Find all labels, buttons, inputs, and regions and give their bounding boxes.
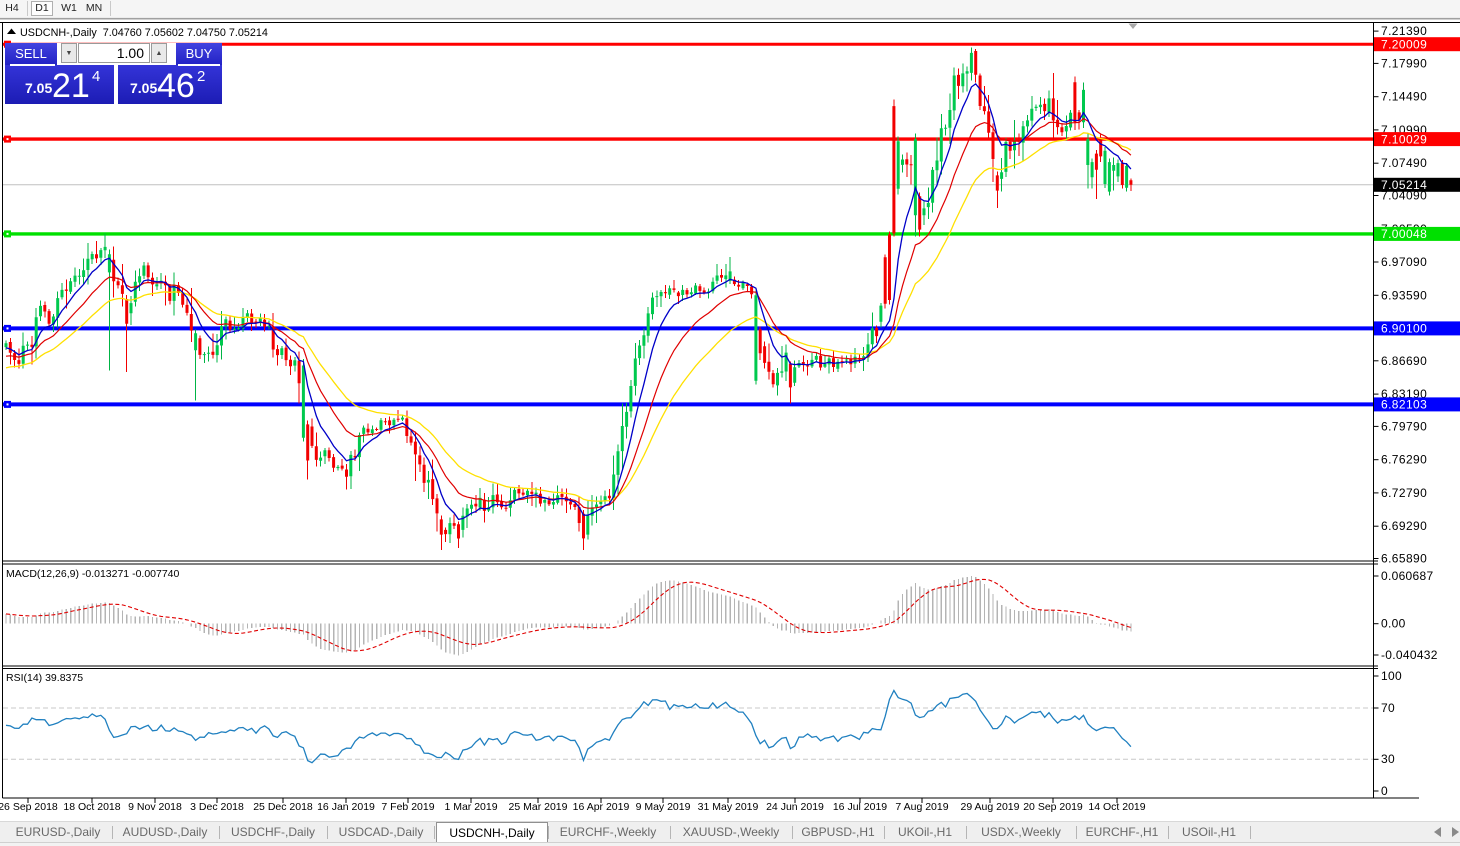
svg-text:30: 30 <box>1381 752 1395 766</box>
svg-text:29 Aug 2019: 29 Aug 2019 <box>961 801 1020 813</box>
svg-text:24 Jun 2019: 24 Jun 2019 <box>766 801 824 813</box>
svg-text:16 Apr 2019: 16 Apr 2019 <box>573 801 630 813</box>
svg-text:31 May 2019: 31 May 2019 <box>698 801 759 813</box>
svg-text:MACD(12,26,9) -0.013271 -0.007: MACD(12,26,9) -0.013271 -0.007740 <box>6 568 180 580</box>
svg-text:6.93590: 6.93590 <box>1381 288 1427 302</box>
svg-text:7.20009: 7.20009 <box>1381 37 1427 51</box>
svg-text:14 Oct 2019: 14 Oct 2019 <box>1088 801 1145 813</box>
svg-text:RSI(14) 39.8375: RSI(14) 39.8375 <box>6 672 83 684</box>
svg-text:7.21390: 7.21390 <box>1381 24 1427 38</box>
svg-text:7.05214: 7.05214 <box>1381 178 1427 192</box>
svg-text:16 Jan 2019: 16 Jan 2019 <box>317 801 375 813</box>
svg-text:USDCNH-,Daily 7.04760 7.05602: USDCNH-,Daily 7.04760 7.05602 7.04750 7.… <box>20 27 268 39</box>
svg-text:9 May 2019: 9 May 2019 <box>636 801 691 813</box>
svg-text:6.69290: 6.69290 <box>1381 519 1427 533</box>
svg-text:7.17990: 7.17990 <box>1381 56 1427 70</box>
svg-text:6.97090: 6.97090 <box>1381 255 1427 269</box>
svg-text:7 Aug 2019: 7 Aug 2019 <box>895 801 948 813</box>
svg-text:3 Dec 2018: 3 Dec 2018 <box>190 801 244 813</box>
svg-text:1 Mar 2019: 1 Mar 2019 <box>444 801 497 813</box>
svg-text:7.10029: 7.10029 <box>1381 132 1427 146</box>
svg-text:100: 100 <box>1381 669 1402 683</box>
svg-text:7.04090: 7.04090 <box>1381 189 1427 203</box>
svg-text:7 Feb 2019: 7 Feb 2019 <box>381 801 434 813</box>
svg-text:6.72790: 6.72790 <box>1381 486 1427 500</box>
svg-text:0.00: 0.00 <box>1381 617 1406 631</box>
svg-text:7.07490: 7.07490 <box>1381 156 1427 170</box>
svg-text:6.82103: 6.82103 <box>1381 398 1427 412</box>
svg-text:7.14490: 7.14490 <box>1381 90 1427 104</box>
svg-text:20 Sep 2019: 20 Sep 2019 <box>1023 801 1083 813</box>
svg-text:6.79790: 6.79790 <box>1381 419 1427 433</box>
svg-text:6.76290: 6.76290 <box>1381 453 1427 467</box>
svg-text:70: 70 <box>1381 701 1395 715</box>
svg-text:6.86690: 6.86690 <box>1381 354 1427 368</box>
svg-text:25 Mar 2019: 25 Mar 2019 <box>509 801 568 813</box>
svg-text:26 Sep 2018: 26 Sep 2018 <box>0 801 58 813</box>
svg-text:25 Dec 2018: 25 Dec 2018 <box>253 801 313 813</box>
svg-text:6.90100: 6.90100 <box>1381 322 1427 336</box>
svg-text:6.65890: 6.65890 <box>1381 552 1427 566</box>
svg-text:9 Nov 2018: 9 Nov 2018 <box>128 801 182 813</box>
svg-text:16 Jul 2019: 16 Jul 2019 <box>833 801 887 813</box>
svg-text:-0.040432: -0.040432 <box>1381 648 1438 662</box>
svg-text:0: 0 <box>1381 784 1388 798</box>
svg-text:18 Oct 2018: 18 Oct 2018 <box>63 801 120 813</box>
svg-text:0.060687: 0.060687 <box>1381 569 1433 583</box>
svg-text:7.00048: 7.00048 <box>1381 227 1427 241</box>
